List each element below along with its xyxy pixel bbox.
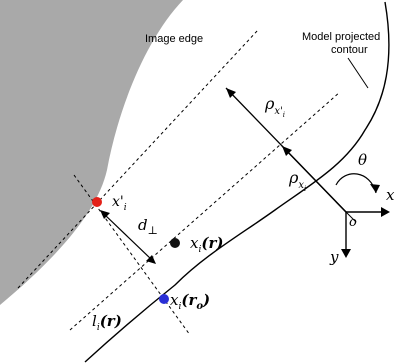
y-axis-arrowhead <box>341 249 351 258</box>
d-perp-arrowhead-top <box>100 210 110 219</box>
x-axis-label: x <box>386 186 395 204</box>
contour-label-leader <box>347 57 369 89</box>
xi-r0-label: xi(ro) <box>170 291 210 312</box>
y-axis-label: y <box>329 248 339 266</box>
image-edge-label: Image edge <box>145 33 203 45</box>
image-region <box>0 0 183 305</box>
theta-arc-arrowhead <box>370 184 380 193</box>
rho-arrow <box>281 145 347 213</box>
li-r-label: li(r) <box>92 312 122 333</box>
origin-dash <box>335 201 357 223</box>
theta-arc <box>335 173 377 194</box>
rho-arrowhead <box>282 146 292 156</box>
model-contour-label-line1: Model projected <box>302 31 380 43</box>
rho-label: ρxi <box>288 168 306 193</box>
d-perp-label: d⊥ <box>138 216 158 237</box>
normal-line <box>73 174 191 336</box>
d-perp-arrowhead-bottom <box>146 255 156 264</box>
image-edge-tangent-line <box>17 29 259 289</box>
origin-label: o <box>349 215 357 230</box>
model-contour-label-line2: contour <box>331 44 368 56</box>
point-xi-r0 <box>159 294 169 304</box>
x-axis-arrowhead <box>381 207 390 217</box>
xi-r-label: xi(r) <box>190 234 223 255</box>
point-xi-r <box>170 238 180 248</box>
x-prime-i-label: x'i <box>112 194 127 213</box>
rho-prime-label: ρx'i <box>264 94 285 119</box>
theta-label: θ <box>358 151 367 169</box>
rho-prime-arrowhead <box>226 88 236 98</box>
model-projected-contour <box>84 1 390 363</box>
point-x-prime-i <box>92 197 102 207</box>
d-perp-arrow <box>103 213 153 261</box>
